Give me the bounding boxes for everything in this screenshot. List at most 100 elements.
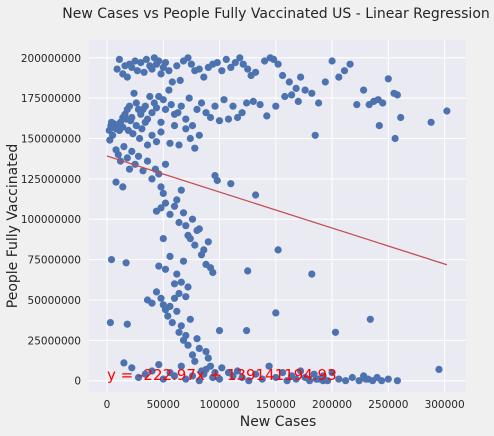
data-point <box>155 262 163 270</box>
data-point <box>157 128 165 136</box>
data-point <box>185 94 193 102</box>
data-point <box>182 125 190 133</box>
data-point <box>182 331 190 340</box>
data-point <box>193 335 201 343</box>
data-point <box>175 218 183 227</box>
y-tick-label: 100000000 <box>21 214 81 226</box>
data-point <box>308 89 316 97</box>
data-point <box>202 365 210 373</box>
data-point <box>186 235 194 243</box>
data-point <box>328 57 336 65</box>
data-point <box>191 144 199 152</box>
data-point <box>142 55 150 64</box>
data-point <box>146 92 154 101</box>
data-point <box>175 289 183 298</box>
data-point <box>195 65 203 73</box>
data-point <box>279 369 287 377</box>
data-point <box>215 375 224 383</box>
data-point <box>179 209 188 217</box>
data-point <box>443 107 451 115</box>
data-point <box>355 377 363 385</box>
data-point <box>168 319 176 327</box>
data-point <box>220 96 228 104</box>
data-point <box>218 67 226 75</box>
regression-line <box>106 155 448 266</box>
data-point <box>218 364 226 372</box>
data-point <box>130 89 138 97</box>
data-point <box>155 57 163 65</box>
data-point <box>133 67 141 75</box>
data-point <box>384 375 392 383</box>
data-point <box>166 252 174 260</box>
data-point <box>263 112 271 120</box>
data-point <box>233 367 242 375</box>
data-point <box>120 359 128 367</box>
data-point <box>106 136 114 144</box>
data-point <box>297 73 305 81</box>
data-point <box>384 75 392 83</box>
data-point <box>331 328 340 336</box>
data-point <box>281 92 289 101</box>
data-points <box>105 54 451 385</box>
x-tick-label: 150000 <box>256 399 296 411</box>
data-point <box>244 267 252 275</box>
data-point <box>159 235 167 243</box>
data-point <box>200 246 208 254</box>
data-point <box>211 102 219 110</box>
data-point <box>166 210 174 218</box>
data-point <box>274 246 282 254</box>
data-point <box>224 115 233 123</box>
data-point <box>127 117 135 125</box>
data-point <box>375 122 383 130</box>
data-point <box>342 377 350 385</box>
data-point <box>306 377 314 385</box>
data-point <box>195 377 203 385</box>
data-point <box>161 199 170 207</box>
data-point <box>161 160 170 168</box>
x-tick-label: 200000 <box>312 399 352 411</box>
data-point <box>435 365 443 373</box>
data-point <box>274 60 282 68</box>
data-point <box>188 122 197 130</box>
data-point <box>311 131 319 139</box>
data-point <box>152 288 161 296</box>
data-point <box>283 377 291 385</box>
data-point <box>132 122 140 130</box>
data-point <box>152 138 161 146</box>
data-point <box>379 99 387 107</box>
y-tick-label: 175000000 <box>21 93 81 105</box>
data-point <box>119 183 127 191</box>
data-point <box>258 375 266 383</box>
data-point <box>340 67 349 75</box>
x-tick-label: 250000 <box>368 399 408 411</box>
data-point <box>166 139 174 147</box>
data-point <box>170 202 179 210</box>
data-point <box>164 312 172 320</box>
data-point <box>184 283 192 291</box>
data-point <box>148 299 156 307</box>
data-point <box>179 257 188 265</box>
data-point <box>173 62 181 70</box>
data-point <box>137 59 145 67</box>
data-point <box>182 375 190 383</box>
data-point <box>229 372 237 380</box>
data-point <box>346 60 354 68</box>
data-point <box>175 141 183 149</box>
data-point <box>106 319 114 327</box>
data-point <box>167 101 175 109</box>
data-point <box>252 191 260 199</box>
data-point <box>213 176 221 185</box>
data-point <box>391 134 399 143</box>
data-point <box>238 373 246 382</box>
data-point <box>141 118 149 126</box>
data-point <box>186 315 194 323</box>
data-point <box>134 373 143 382</box>
data-point <box>206 113 215 122</box>
data-point <box>114 151 122 159</box>
data-point <box>141 102 149 110</box>
x-axis-ticks: 0 50000 100000 150000 200000 250000 300000 <box>104 399 465 411</box>
data-point <box>186 134 194 143</box>
data-point <box>139 167 147 175</box>
data-point <box>170 294 179 302</box>
data-point <box>348 373 356 382</box>
